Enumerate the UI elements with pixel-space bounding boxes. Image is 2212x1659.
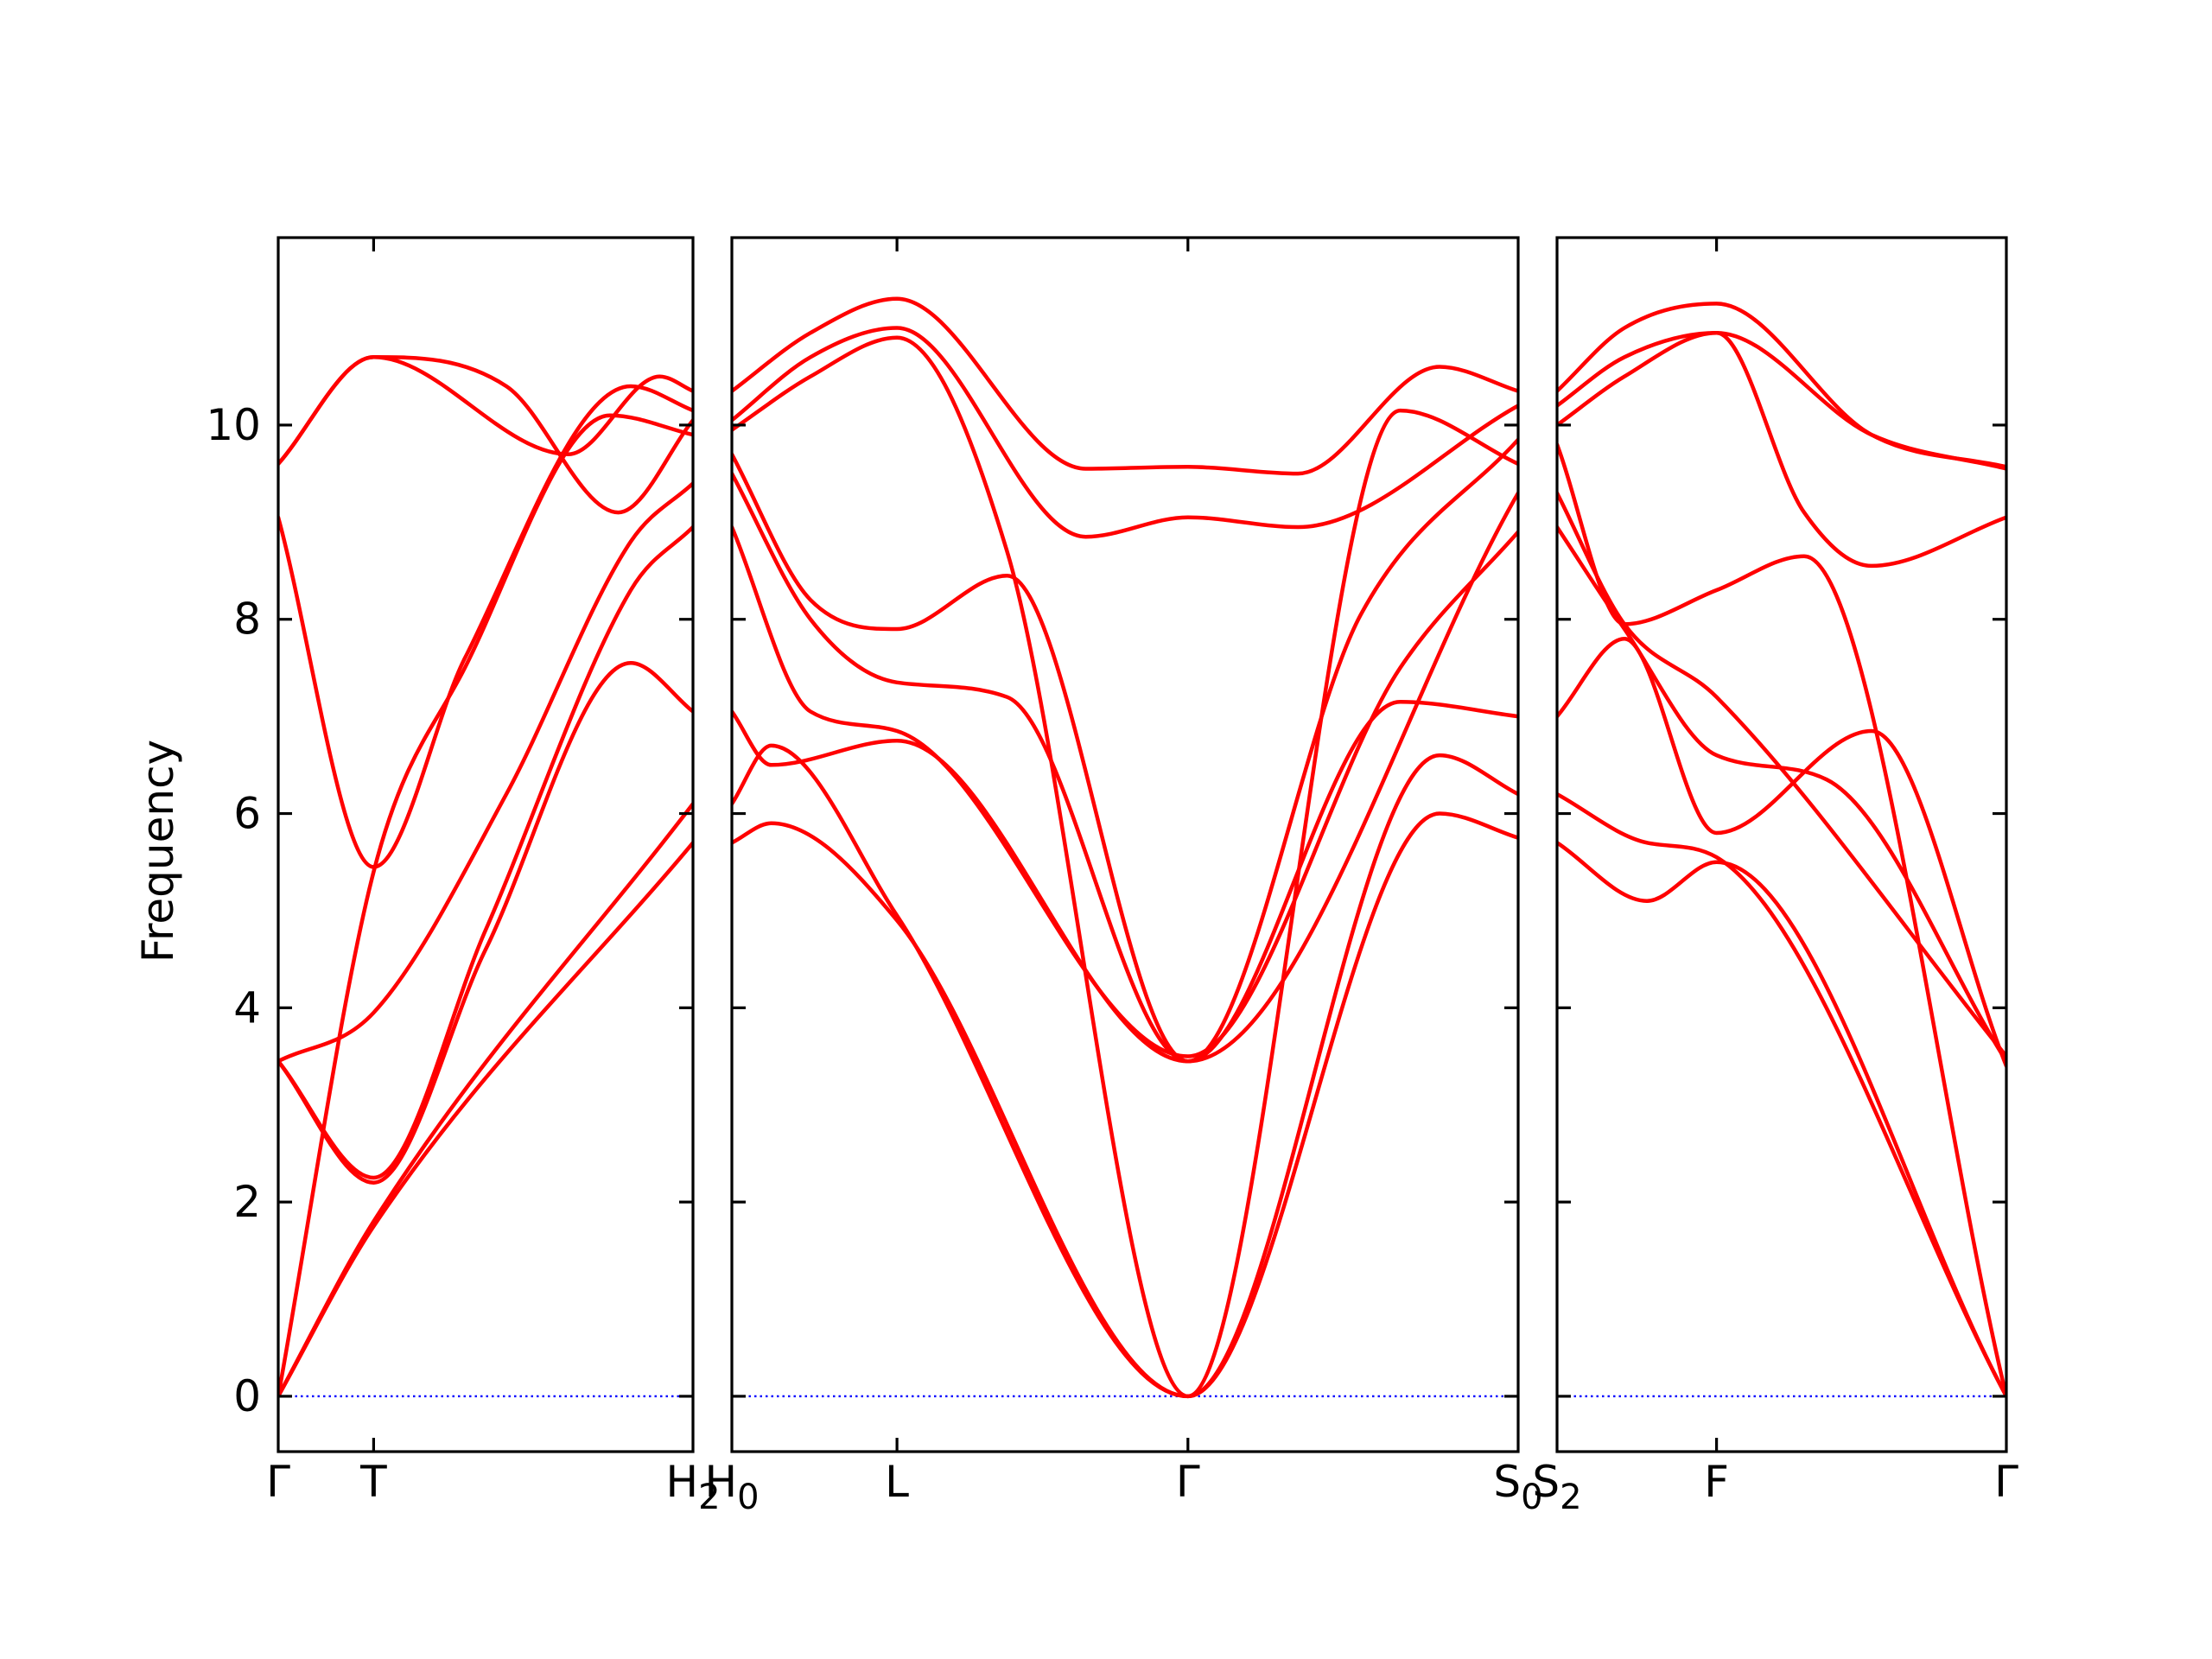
panel-3: S2 F Γ	[1532, 236, 2018, 1517]
y-tick-label-2: 2	[233, 1177, 261, 1227]
band-line-6	[732, 437, 1518, 1064]
band-line-3	[732, 700, 1518, 1064]
band-line-5	[278, 481, 693, 1064]
band-line-7	[1557, 330, 2006, 569]
band-line-2	[278, 802, 693, 1399]
kpoint-label-Γ: Γ	[266, 1457, 290, 1507]
band-line-5	[732, 471, 1518, 1064]
kpoint-label-Γ: Γ	[1994, 1457, 2018, 1507]
y-tick-label-0: 0	[233, 1371, 261, 1421]
panel-2: H0 L Γ S0	[704, 236, 1543, 1517]
y-axis-label: Frequency	[133, 740, 183, 963]
band-line-9	[732, 296, 1518, 476]
band-line-1	[732, 811, 1518, 1399]
kpoint-label-Γ: Γ	[1176, 1457, 1200, 1507]
kpoint-label-L: L	[885, 1457, 909, 1507]
band-line-9	[278, 355, 693, 467]
band-group	[1557, 302, 2006, 1399]
panel-frame	[730, 236, 1520, 1453]
band-line-4	[278, 524, 693, 1180]
y-tick-label-10: 10	[206, 400, 261, 450]
band-line-7	[732, 335, 1518, 1399]
kpoint-label-T: T	[359, 1457, 387, 1507]
band-group	[278, 355, 693, 1399]
panel-frame	[1555, 236, 2008, 1453]
band-line-5	[1557, 491, 2006, 1058]
band-line-9	[1557, 302, 2006, 469]
band-line-3	[278, 661, 693, 1185]
y-tick-label-6: 6	[233, 789, 261, 839]
band-line-6	[1557, 442, 2006, 1399]
y-tick-label-8: 8	[233, 594, 261, 645]
band-line-3	[1557, 636, 2006, 1069]
band-line-8	[732, 326, 1518, 539]
kpoint-label-F: F	[1704, 1457, 1729, 1507]
band-line-8	[1557, 330, 2006, 471]
panel-frame	[276, 236, 695, 1453]
band-line-6	[278, 413, 693, 1399]
band-line-2	[732, 743, 1518, 1399]
y-tick-label-4: 4	[233, 982, 261, 1033]
band-line-7	[278, 384, 693, 869]
band-line-4	[732, 524, 1518, 1058]
band-group	[732, 296, 1518, 1399]
band-line-2	[1557, 791, 2006, 1399]
